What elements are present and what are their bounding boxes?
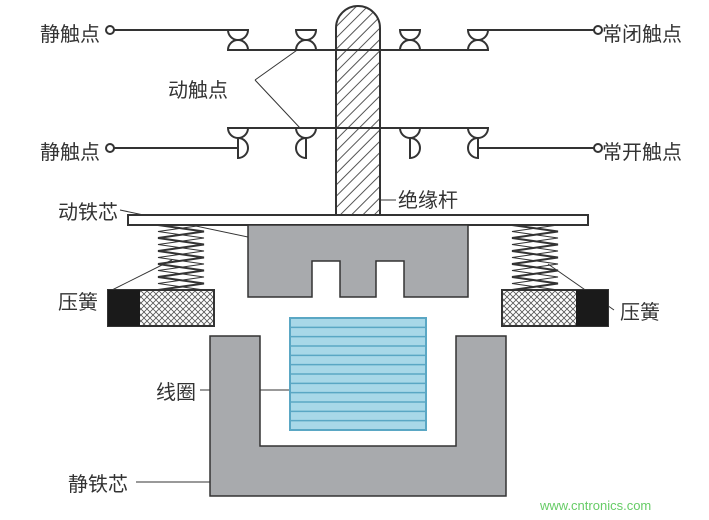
label-static-core: 静铁芯	[68, 468, 128, 497]
label-static-contact-tl: 静触点	[40, 18, 100, 47]
label-no-contact: 常开触点	[602, 136, 682, 165]
label-moving-contact: 动触点	[168, 74, 228, 103]
label-spring-right: 压簧	[620, 296, 660, 325]
label-static-contact-bl: 静触点	[40, 136, 100, 165]
label-nc-contact: 常闭触点	[602, 18, 682, 47]
watermark: www.cntronics.com	[540, 498, 651, 513]
label-insulating-rod: 绝缘杆	[398, 184, 458, 213]
label-coil: 线圈	[156, 376, 196, 405]
contactor-diagram	[0, 0, 709, 520]
label-moving-core: 动铁芯	[58, 196, 118, 225]
label-spring-left: 压簧	[58, 286, 98, 315]
